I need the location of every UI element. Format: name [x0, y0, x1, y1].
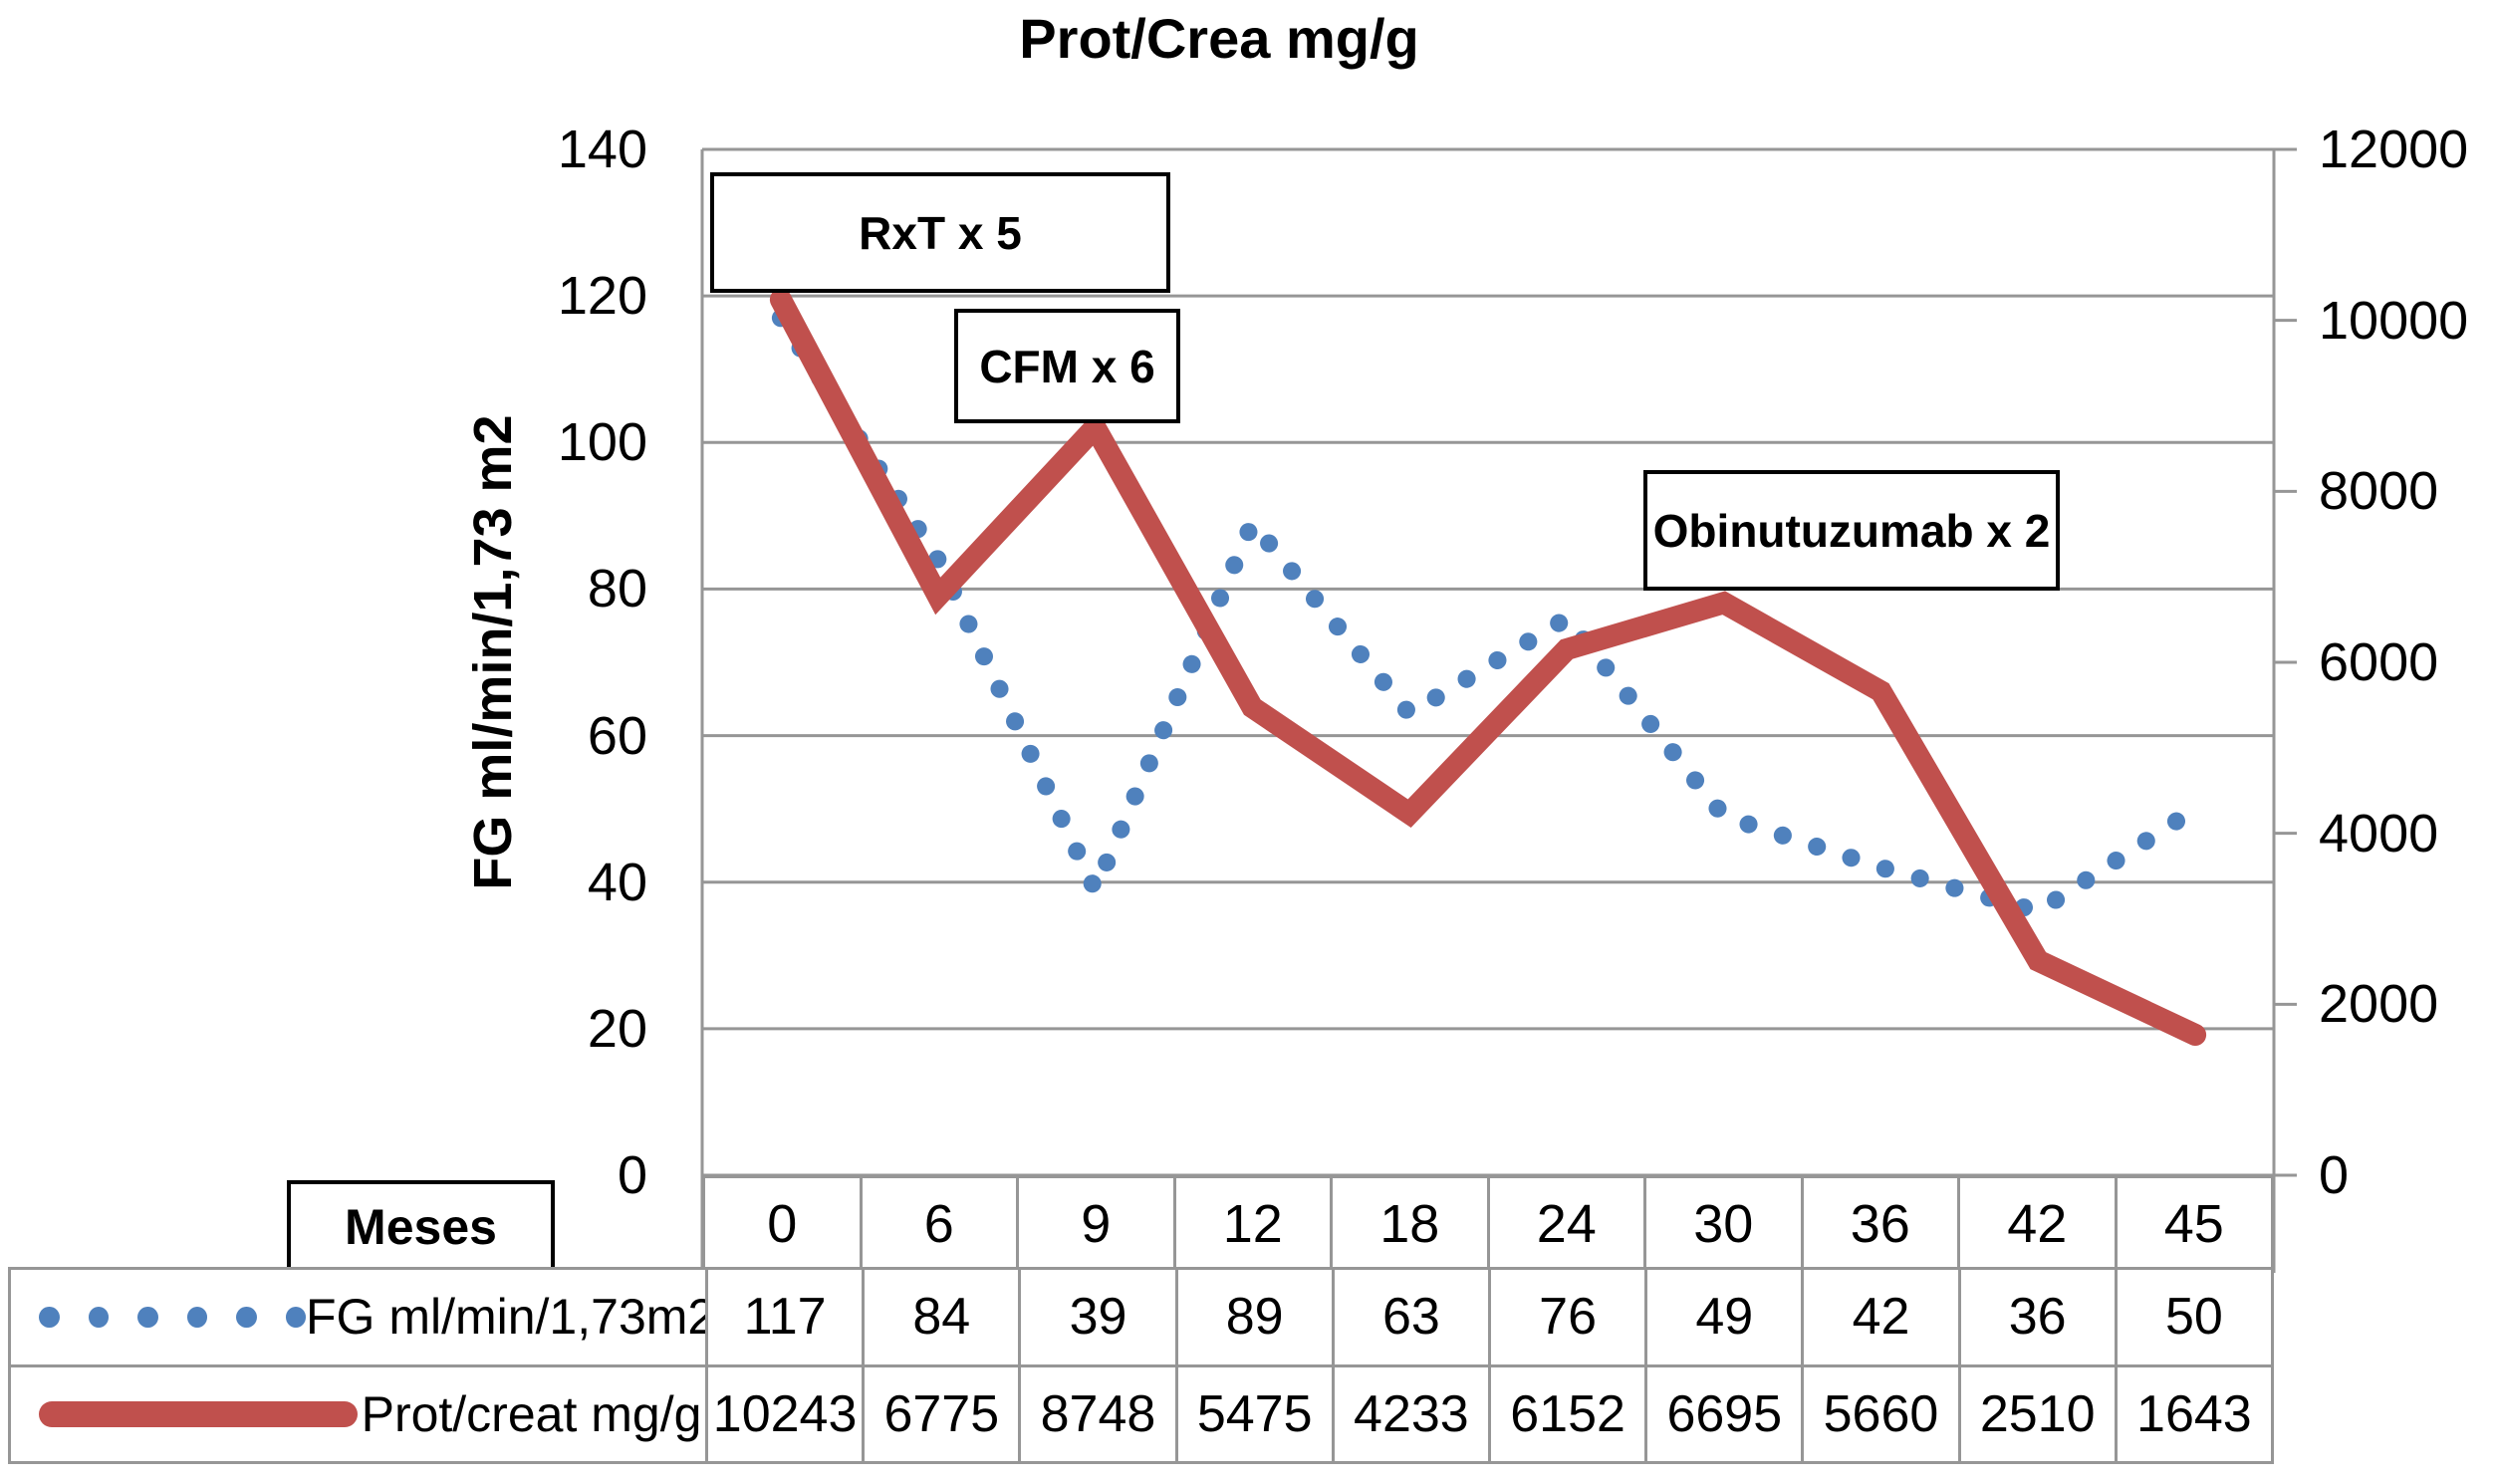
annotation-rxt-label: RxT x 5 — [859, 206, 1022, 259]
fg-series-line — [771, 309, 2205, 921]
prot-value-cell: 10243 — [708, 1366, 863, 1461]
prot-value-cell: 8748 — [1021, 1366, 1175, 1461]
month-cell: 24 — [1489, 1178, 1643, 1270]
fg-series-marker-icon — [39, 1306, 306, 1328]
prot-value-cell: 6775 — [865, 1366, 1019, 1461]
right-axis-tick-label: 12000 — [2319, 120, 2469, 179]
prot-value-cell: 1643 — [2117, 1366, 2271, 1461]
annotation-obinutuzumab: Obinutuzumab x 2 — [1643, 470, 2060, 591]
fg-value-cell: 84 — [865, 1270, 1019, 1364]
prot-value-cell: 4233 — [1334, 1366, 1488, 1461]
left-axis-tick-label: 40 — [587, 852, 647, 912]
categories-header-label: Meses — [345, 1198, 497, 1255]
month-cell: 18 — [1333, 1178, 1487, 1270]
left-axis-tick-label: 60 — [587, 705, 647, 766]
right-axis-tick-label: 0 — [2319, 1145, 2350, 1205]
data-table: FG ml/min/1,73m2 117 84 39 89 63 76 49 42 36 50 Pro… — [8, 1267, 2274, 1464]
prot-value-cell: 5660 — [1804, 1366, 1958, 1461]
prot-value-cell: 5475 — [1177, 1366, 1332, 1461]
month-cell: 42 — [1960, 1178, 2115, 1270]
left-axis-tick-label: 140 — [557, 120, 647, 179]
left-axis-tick-label: 100 — [557, 412, 647, 473]
month-cell: 0 — [705, 1178, 860, 1270]
series-legend-label: Prot/creat mg/g — [361, 1385, 702, 1442]
month-cell: 45 — [2117, 1178, 2271, 1270]
fg-value-cell: 39 — [1021, 1270, 1175, 1364]
month-cell: 9 — [1019, 1178, 1173, 1270]
prot-legend-cell: Prot/creat mg/g — [11, 1366, 705, 1461]
prot-value-cell: 6695 — [1647, 1366, 1802, 1461]
fg-legend-cell: FG ml/min/1,73m2 — [11, 1270, 705, 1364]
prot-value-cell: 2510 — [1960, 1366, 2115, 1461]
prot-series-marker-icon — [39, 1400, 358, 1427]
month-cell: 30 — [1646, 1178, 1801, 1270]
fg-value-cell: 117 — [708, 1270, 863, 1364]
left-axis-tick-label: 120 — [557, 266, 647, 327]
left-axis-tick-label: 20 — [587, 998, 647, 1059]
category-axis-row: 0 6 9 12 18 24 30 36 42 45 — [702, 1175, 2274, 1273]
categories-header-box: Meses — [287, 1180, 555, 1273]
annotation-cfm-label: CFM x 6 — [979, 340, 1155, 392]
annotation-cfm: CFM x 6 — [954, 309, 1180, 423]
right-axis-tick-label: 8000 — [2319, 461, 2439, 522]
fg-value-cell: 63 — [1334, 1270, 1488, 1364]
prot-series-line — [769, 288, 2207, 1046]
fg-value-cell: 89 — [1177, 1270, 1332, 1364]
fg-value-cell: 49 — [1647, 1270, 1802, 1364]
left-axis-tick-label: 80 — [587, 559, 647, 619]
right-axis-tick-label: 4000 — [2319, 803, 2439, 864]
right-axis-tick-label: 2000 — [2319, 974, 2439, 1035]
fg-value-cell: 76 — [1490, 1270, 1645, 1364]
fg-value-cell: 42 — [1804, 1270, 1958, 1364]
month-cell: 36 — [1803, 1178, 1957, 1270]
month-cell: 12 — [1175, 1178, 1330, 1270]
right-axis-tick-label: 10000 — [2319, 290, 2469, 351]
chart-title: Prot/Crea mg/g — [1019, 7, 1419, 70]
prot-value-cell: 6152 — [1490, 1366, 1645, 1461]
annotation-rxt: RxT x 5 — [710, 172, 1170, 293]
left-axis-tick-label: 0 — [617, 1145, 647, 1205]
series-legend-label: FG ml/min/1,73m2 — [306, 1289, 705, 1346]
right-axis-tick-label: 6000 — [2319, 632, 2439, 692]
month-cell: 6 — [862, 1178, 1016, 1270]
annotation-obinutuzumab-label: Obinutuzumab x 2 — [1652, 504, 2051, 557]
fg-value-cell: 36 — [1960, 1270, 2115, 1364]
fg-value-cell: 50 — [2117, 1270, 2271, 1364]
